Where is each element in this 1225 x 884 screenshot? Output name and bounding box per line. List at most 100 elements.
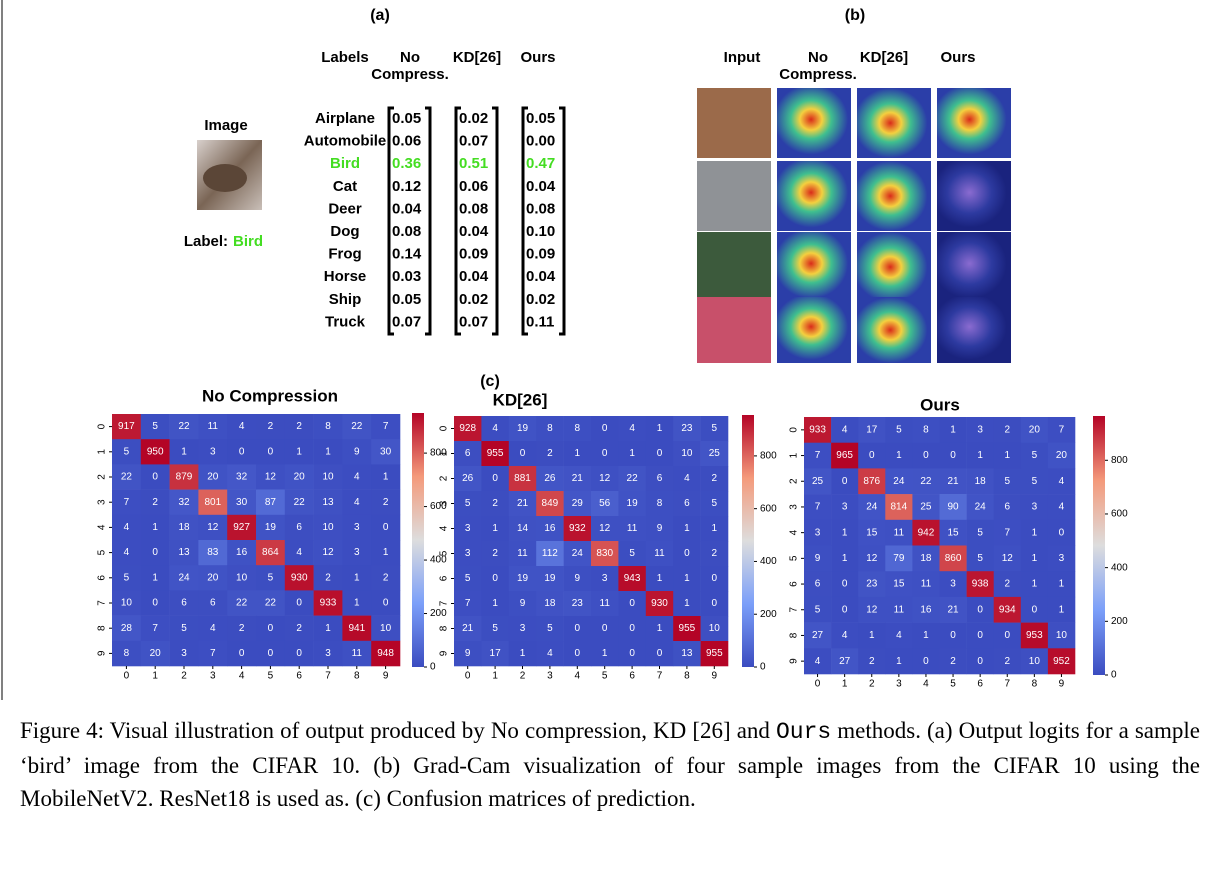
cell-label: 10 [709, 623, 721, 634]
x-tick-label: 5 [950, 679, 956, 690]
cell-label: 1 [842, 553, 848, 564]
cell-label: 933 [320, 598, 337, 609]
cell-label: 0 [977, 656, 983, 667]
cell-label: 4 [547, 648, 553, 659]
cell-label: 9 [657, 523, 663, 534]
logit-value: 0.04 [526, 178, 556, 195]
cell-label: 5 [977, 553, 983, 564]
y-tick-label: 2 [789, 478, 800, 484]
colorbar-tick-label: 0 [760, 662, 766, 673]
cell-label: 2 [268, 421, 274, 432]
chart-title: No Compression [202, 386, 338, 405]
row-label: Cat [333, 178, 357, 195]
cell-label: 5 [896, 424, 902, 435]
cell-label: 112 [542, 548, 558, 559]
cell-label: 24 [893, 476, 905, 487]
y-tick-label: 5 [439, 550, 450, 556]
cell-label: 16 [920, 604, 932, 615]
cell-label: 2 [492, 498, 498, 509]
cell-label: 2 [152, 497, 158, 508]
cell-label: 1 [325, 446, 331, 457]
cell-label: 7 [1004, 527, 1010, 538]
cell-label: 21 [947, 604, 959, 615]
logit-value: 0.02 [526, 291, 555, 308]
cell-label: 4 [354, 497, 360, 508]
cell-label: 4 [124, 547, 130, 558]
x-tick-label: 0 [124, 671, 130, 682]
cell-label: 7 [210, 648, 216, 659]
gradcam-image [937, 232, 1011, 302]
cell-label: 864 [262, 547, 279, 558]
cell-label: 15 [866, 527, 878, 538]
y-tick-label: 7 [789, 607, 800, 613]
cell-label: 1 [684, 573, 690, 584]
cell-label: 4 [842, 424, 848, 435]
logit-value: 0.10 [526, 223, 555, 240]
cell-label: 5 [1004, 476, 1010, 487]
x-tick-label: 9 [712, 671, 718, 682]
logit-value: 0.04 [459, 268, 489, 285]
cell-label: 11 [654, 548, 665, 559]
cell-label: 12 [866, 604, 878, 615]
cell-label: 2 [712, 473, 718, 484]
cell-label: 20 [150, 648, 162, 659]
gradcam-image [857, 88, 931, 158]
cell-label: 2 [1004, 424, 1010, 435]
row-label: Ship [329, 291, 362, 308]
cell-label: 6 [181, 598, 187, 609]
cell-label: 11 [600, 598, 611, 609]
cell-label: 7 [465, 598, 471, 609]
cell-label: 22 [265, 598, 277, 609]
y-tick-label: 3 [97, 499, 108, 505]
cell-label: 13 [681, 648, 693, 659]
cell-label: 10 [681, 448, 693, 459]
logit-value: 0.14 [392, 246, 422, 263]
x-tick-label: 4 [923, 679, 929, 690]
logit-value: 0.06 [459, 178, 488, 195]
cell-label: 1 [684, 598, 690, 609]
cell-label: 7 [815, 502, 821, 513]
gradcam-image [857, 297, 931, 363]
y-tick-label: 0 [97, 423, 108, 429]
cell-label: 1 [712, 523, 718, 534]
cell-label: 4 [684, 473, 690, 484]
colorbar-tick-label: 600 [760, 503, 777, 514]
cell-label: 4 [815, 656, 821, 667]
cell-label: 12 [207, 522, 219, 533]
cell-label: 16 [236, 547, 248, 558]
gradcam-image [937, 161, 1011, 231]
input-image [697, 232, 771, 302]
y-tick-label: 6 [439, 575, 450, 581]
cell-label: 20 [294, 472, 306, 483]
cell-label: 1 [950, 424, 956, 435]
cell-label: 0 [712, 598, 718, 609]
cell-label: 5 [492, 623, 498, 634]
cell-label: 948 [377, 648, 394, 659]
column-header: KD[26] [453, 49, 501, 66]
cell-label: 10 [121, 598, 133, 609]
cell-label: 0 [869, 450, 875, 461]
cell-label: 1 [602, 648, 608, 659]
cell-label: 1 [977, 450, 983, 461]
cell-label: 22 [351, 421, 363, 432]
cell-label: 25 [920, 502, 932, 513]
cell-label: 12 [1002, 553, 1014, 564]
cell-label: 87 [265, 497, 277, 508]
cell-label: 22 [236, 598, 248, 609]
x-tick-label: 6 [296, 671, 302, 682]
cell-label: 3 [210, 446, 216, 457]
cell-label: 0 [383, 598, 389, 609]
gradcam-image [777, 232, 851, 302]
cell-label: 801 [204, 497, 221, 508]
y-tick-label: 1 [439, 450, 450, 456]
cell-label: 1 [629, 448, 635, 459]
y-tick-label: 3 [789, 504, 800, 510]
cell-label: 1 [1032, 527, 1038, 538]
input-image [697, 297, 771, 363]
cell-label: 928 [459, 423, 476, 434]
cell-label: 10 [236, 572, 248, 583]
column-header: No [400, 49, 420, 66]
cell-label: 0 [296, 648, 302, 659]
cell-label: 9 [354, 446, 360, 457]
